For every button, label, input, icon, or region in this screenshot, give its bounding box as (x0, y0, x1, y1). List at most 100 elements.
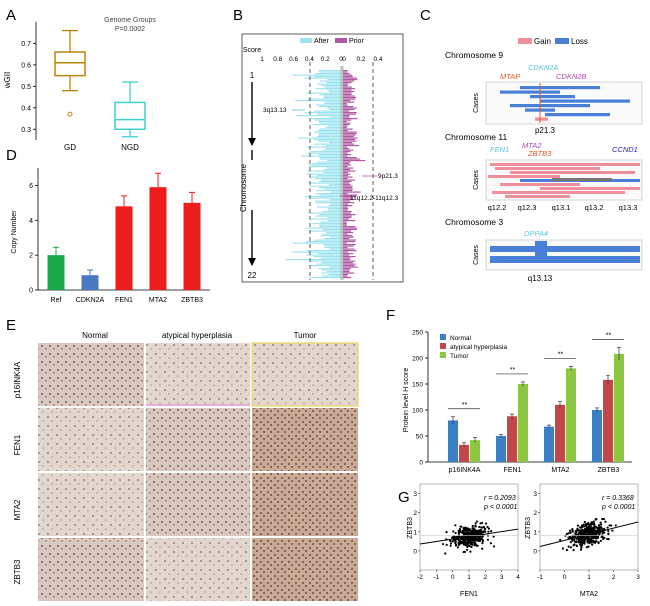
after-bar (327, 220, 341, 222)
after-bar (322, 149, 341, 151)
scatter-point (600, 523, 603, 526)
prior-bar (343, 146, 347, 148)
row-fen1: FEN1 (13, 434, 22, 455)
scatter-point (469, 540, 472, 544)
after-bar (327, 79, 341, 81)
scatter-point (614, 524, 617, 527)
prior-bar (343, 92, 352, 94)
chr3-track (485, 239, 643, 271)
scatter-point (470, 532, 473, 535)
prior-bar (343, 176, 353, 178)
panel-f-ytick-label: 50 (416, 434, 424, 441)
prior-bar (343, 223, 347, 225)
scatter-point (471, 529, 475, 532)
after-bar (319, 194, 341, 196)
after-bar (312, 163, 341, 165)
after-bar (321, 262, 341, 264)
legend-after-swatch (300, 38, 312, 43)
scatter-point (462, 538, 465, 541)
scatter-point (595, 540, 598, 543)
scatter-point (478, 538, 481, 542)
scatter-point (452, 535, 455, 538)
after-bar (319, 94, 341, 96)
panel-f-xlabel-fen1: FEN1 (504, 467, 522, 474)
prior-bar (343, 73, 350, 75)
scatter-point (608, 524, 611, 527)
scatter-point (589, 541, 593, 544)
prior-bar (343, 125, 348, 127)
scatter-point (482, 525, 486, 529)
after-bar (324, 188, 341, 190)
scatter-point (581, 531, 584, 534)
after-bar (300, 155, 341, 157)
prior-bar (343, 191, 361, 193)
panel-a-xlabel-ngd: NGD (121, 143, 139, 152)
panel-b: B After Prior Score 1 0.8 0.6 0.4 0.2 0 0 0.2 0.… (233, 7, 404, 283)
after-bar (316, 83, 341, 85)
score-tick-right: 0.4 (373, 56, 382, 63)
row-p16ink4a: p16INK4A (13, 361, 22, 398)
prior-bar (343, 205, 353, 207)
prior-bar (343, 220, 356, 222)
prior-bar (343, 116, 350, 118)
xtick-label: -1 (433, 574, 439, 581)
ytick-label: 3 (413, 491, 417, 498)
xtick-label: 4 (516, 574, 520, 581)
chromosome-top-label: 1 (250, 71, 255, 80)
legend-atypical-swatch (440, 343, 446, 349)
prior-bar (343, 151, 351, 153)
scatter-point (481, 542, 484, 545)
scatter-point (451, 540, 454, 543)
after-bar (317, 161, 341, 163)
scatter-point (489, 542, 493, 545)
after-bar (315, 215, 341, 217)
prior-bar (343, 268, 351, 270)
xtick-label: -1 (537, 574, 543, 581)
prior-bar (343, 263, 356, 265)
prior-bar (343, 121, 347, 123)
panel-f-ytick-label: 0 (419, 460, 423, 467)
prior-bar (343, 79, 358, 81)
scatter-point (461, 541, 465, 545)
prior-bar (343, 197, 354, 199)
prior-bar (343, 71, 348, 73)
after-bar (324, 245, 341, 247)
prior-bar (343, 110, 350, 112)
prior-bar (343, 164, 351, 166)
bar-p16ink4a-0 (448, 420, 458, 462)
bar-mta2 (149, 187, 167, 290)
micrograph-grid (38, 342, 359, 601)
bar-fen1-2 (518, 384, 528, 462)
after-bar (323, 103, 341, 105)
prior-bar (343, 181, 352, 183)
after-bar (319, 157, 341, 159)
panel-f-ytick-label: 250 (412, 330, 423, 337)
panel-a-ylabel: wGII (3, 72, 12, 89)
scatter-point (457, 541, 460, 544)
prior-bar (343, 98, 356, 100)
scatter-point (594, 526, 597, 529)
chr11-band-q13-1: q13.1 (552, 203, 571, 212)
g1-r: r = 0.2093 (484, 495, 516, 502)
xtick-label: 3 (500, 574, 504, 581)
g2-p: p < 0.0001 (601, 504, 635, 511)
micrograph-fen1-tumor (252, 408, 358, 471)
scatter-point (470, 545, 473, 549)
prior-bar (343, 245, 354, 247)
scatter-point (574, 532, 577, 535)
after-bar (317, 140, 341, 142)
scatter-point (579, 541, 582, 544)
scatter-point (464, 526, 467, 529)
scatter-point (478, 529, 481, 532)
gene-mta2: MTA2 (522, 141, 542, 150)
prior-bar (343, 269, 350, 271)
prior-bar (343, 89, 352, 91)
prior-bar (343, 221, 347, 223)
score-tick-right: 0 (342, 56, 346, 63)
after-bar (306, 250, 341, 252)
scatter-point (601, 517, 604, 521)
g1-xlabel: FEN1 (460, 591, 478, 598)
prior-bar (343, 259, 351, 261)
scatter-point (467, 537, 470, 540)
scatter-point (474, 524, 477, 528)
